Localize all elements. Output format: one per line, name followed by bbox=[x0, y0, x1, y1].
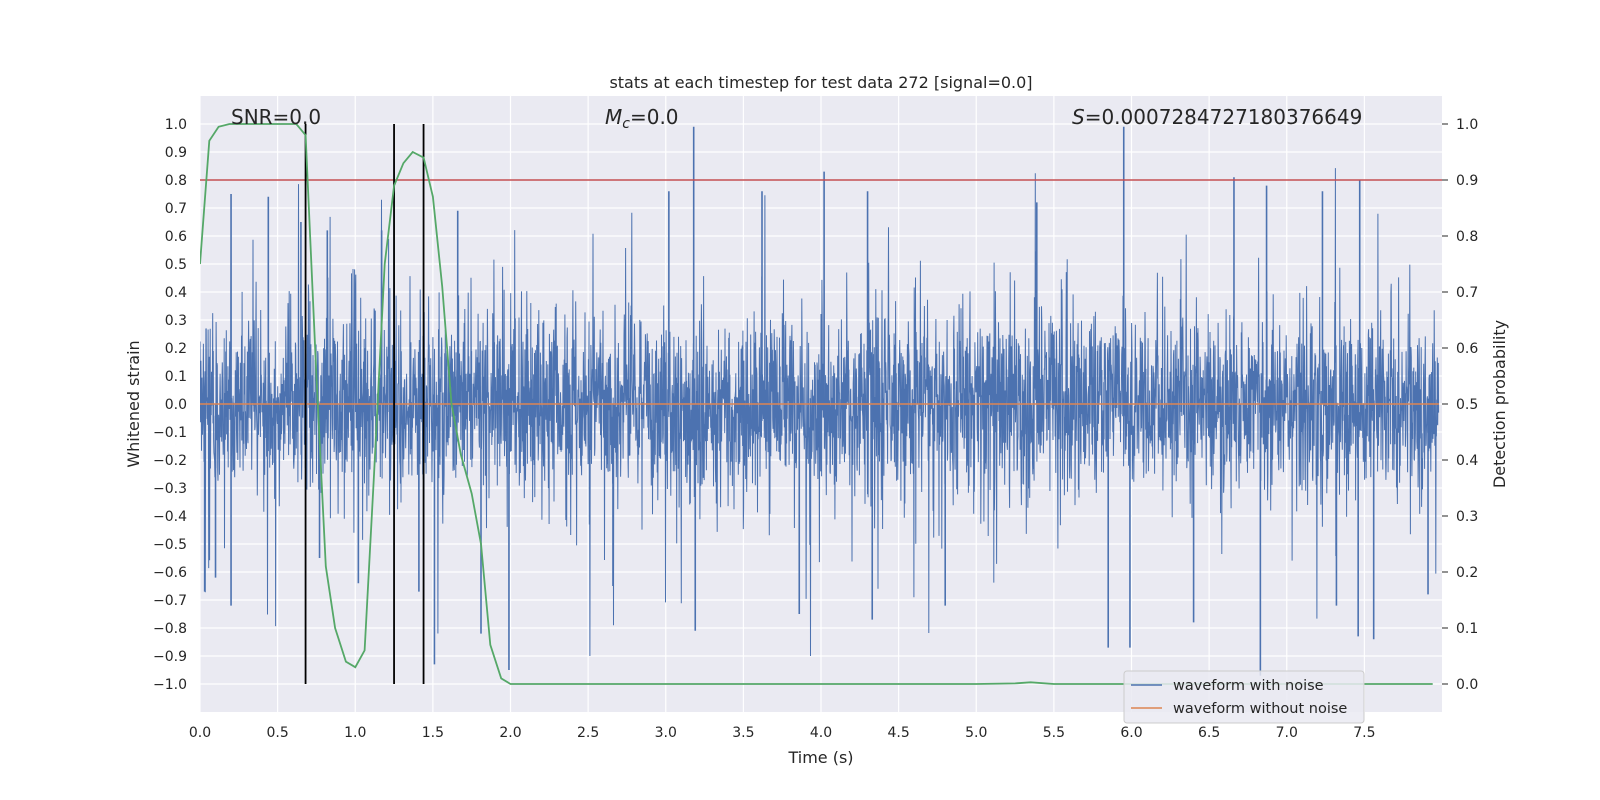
x-axis-label: Time (s) bbox=[787, 748, 853, 767]
chart-title: stats at each timestep for test data 272… bbox=[609, 73, 1032, 92]
y-tick-label: −1.0 bbox=[153, 677, 187, 693]
x-tick-label: 4.0 bbox=[810, 725, 832, 741]
x-tick-label: 3.0 bbox=[655, 725, 677, 741]
right-y-tick-label: 0.7 bbox=[1456, 285, 1478, 301]
chirp-mass-annotation: Mc=0.0 bbox=[605, 105, 679, 132]
y-tick-label: 0.2 bbox=[165, 341, 187, 357]
waveform-with-noise-line bbox=[200, 158, 1440, 657]
y-tick-label: −0.6 bbox=[153, 565, 187, 581]
right-y-tick-label: 0.4 bbox=[1456, 453, 1478, 469]
y-tick-label: −0.1 bbox=[153, 425, 187, 441]
right-y-axis-ticks: 0.0 0.1 0.2 0.3 0.4 0.5 0.6 0.7 0.8 0.9 1.0 bbox=[1442, 117, 1478, 693]
right-y-tick-label: 0.6 bbox=[1456, 341, 1478, 357]
right-y-tick-label: 0.3 bbox=[1456, 509, 1478, 525]
y-tick-label: −0.5 bbox=[153, 537, 187, 553]
right-y-tick-label: 1.0 bbox=[1456, 117, 1478, 133]
y-tick-label: 0.4 bbox=[165, 285, 187, 301]
right-y-tick-label: 0.9 bbox=[1456, 173, 1478, 189]
x-tick-label: 5.5 bbox=[1043, 725, 1065, 741]
detection-markers bbox=[304, 124, 425, 684]
y-tick-label: 1.0 bbox=[165, 117, 187, 133]
y-tick-label: −0.8 bbox=[153, 621, 187, 637]
y-tick-label: 0.8 bbox=[165, 173, 187, 189]
x-tick-label: 0.5 bbox=[266, 725, 288, 741]
y-tick-label: −0.7 bbox=[153, 593, 187, 609]
y-tick-label: 0.3 bbox=[165, 313, 187, 329]
y-tick-label: 0.1 bbox=[165, 369, 187, 385]
detection-probability-line bbox=[200, 123, 1433, 685]
y-axis-ticks: −1.0 −0.9 −0.8 −0.7 −0.6 −0.5 −0.4 −0.3 −0.2 −0.1… bbox=[153, 117, 187, 693]
y-tick-label: −0.9 bbox=[153, 649, 187, 665]
x-tick-label: 0.0 bbox=[189, 725, 211, 741]
right-y-axis-label: Detection probability bbox=[1490, 320, 1509, 488]
y-tick-label: −0.4 bbox=[153, 509, 187, 525]
x-tick-label: 6.5 bbox=[1198, 725, 1220, 741]
legend-label-clean: waveform without noise bbox=[1173, 701, 1347, 717]
legend-box bbox=[1123, 670, 1365, 724]
y-tick-label: −0.2 bbox=[153, 453, 187, 469]
x-tick-label: 7.0 bbox=[1276, 725, 1298, 741]
x-tick-label: 3.5 bbox=[732, 725, 754, 741]
y-tick-label: 0.0 bbox=[165, 397, 187, 413]
score-annotation: S=0.0007284727180376649 bbox=[1072, 105, 1362, 129]
y-tick-label: −0.3 bbox=[153, 481, 187, 497]
x-tick-label: 4.5 bbox=[887, 725, 909, 741]
legend: waveform with noise waveform without noi… bbox=[1123, 670, 1365, 724]
right-y-tick-label: 0.5 bbox=[1456, 397, 1478, 413]
legend-label-noise: waveform with noise bbox=[1173, 678, 1324, 694]
right-y-tick-label: 0.0 bbox=[1456, 677, 1478, 693]
right-y-tick-label: 0.1 bbox=[1456, 621, 1478, 637]
x-tick-label: 7.5 bbox=[1353, 725, 1375, 741]
waveform-spikes bbox=[203, 126, 1429, 676]
y-tick-label: 0.6 bbox=[165, 229, 187, 245]
y-axis-label: Whitened strain bbox=[124, 340, 143, 467]
x-tick-label: 1.5 bbox=[422, 725, 444, 741]
x-tick-label: 6.0 bbox=[1120, 725, 1142, 741]
right-y-tick-label: 0.2 bbox=[1456, 565, 1478, 581]
right-y-tick-label: 0.8 bbox=[1456, 229, 1478, 245]
x-tick-label: 5.0 bbox=[965, 725, 987, 741]
y-tick-label: 0.9 bbox=[165, 145, 187, 161]
x-tick-label: 1.0 bbox=[344, 725, 366, 741]
x-tick-label: 2.5 bbox=[577, 725, 599, 741]
y-tick-label: 0.7 bbox=[165, 201, 187, 217]
x-axis-ticks: 0.0 0.5 1.0 1.5 2.0 2.5 3.0 3.5 4.0 4.5 5.0 5.5 6.0 6… bbox=[189, 725, 1376, 741]
snr-annotation: SNR=0.0 bbox=[231, 105, 321, 129]
x-tick-label: 2.0 bbox=[499, 725, 521, 741]
y-tick-label: 0.5 bbox=[165, 257, 187, 273]
